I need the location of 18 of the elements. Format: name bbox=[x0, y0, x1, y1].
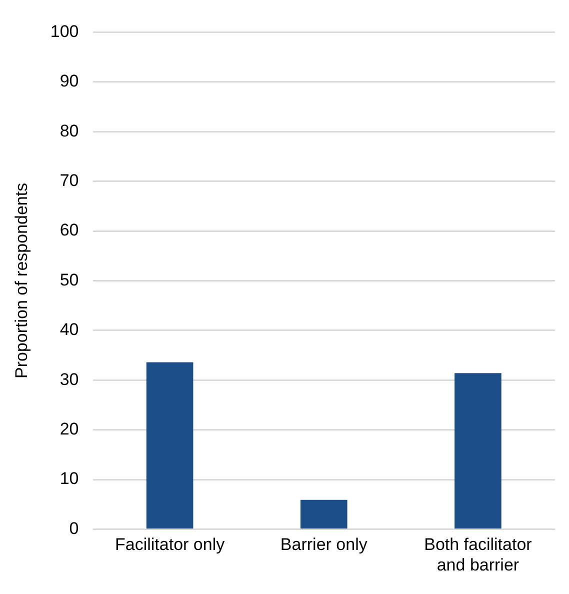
y-tick-label: 50 bbox=[60, 270, 79, 290]
x-tick-label: Barrier only bbox=[280, 535, 368, 554]
x-tick-label: Facilitator only bbox=[115, 535, 226, 554]
y-tick-label: 0 bbox=[69, 518, 79, 538]
y-tick-label: 20 bbox=[60, 419, 79, 438]
y-tick-label: 60 bbox=[60, 220, 79, 240]
x-tick-label: Both facilitator and barrier bbox=[424, 535, 532, 574]
y-tick-label: 40 bbox=[60, 320, 79, 340]
y-axis-title: Proportion of respondents bbox=[12, 182, 31, 379]
y-tick-label: 30 bbox=[60, 370, 79, 389]
y-tick-label: 90 bbox=[60, 72, 79, 91]
y-tick-label: 70 bbox=[60, 170, 79, 190]
y-tick-label: 10 bbox=[60, 469, 79, 488]
bar bbox=[300, 500, 348, 528]
bar bbox=[454, 373, 502, 528]
y-tick-label: 100 bbox=[50, 22, 79, 41]
bar bbox=[146, 362, 194, 528]
y-tick-label: 80 bbox=[60, 121, 79, 140]
